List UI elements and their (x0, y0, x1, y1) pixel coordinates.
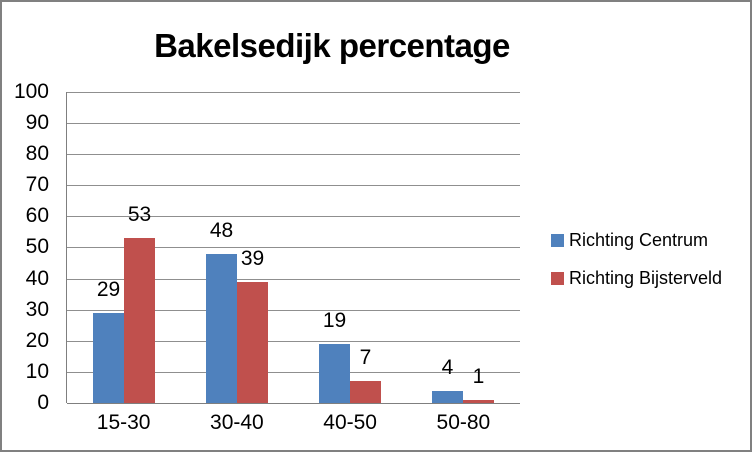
x-tick-label: 50-80 (436, 411, 491, 434)
bar-richting-centrum (319, 344, 350, 403)
bar-richting-bijsterveld (350, 381, 381, 403)
y-tick-label: 70 (25, 173, 49, 196)
y-axis-line (66, 92, 67, 403)
gridline (67, 123, 520, 124)
gridline (67, 279, 520, 280)
gridline (67, 185, 520, 186)
bar-value-label: 53 (127, 203, 152, 226)
y-tick-label: 40 (25, 267, 49, 290)
plot-area: 29 53 48 39 19 7 4 1 (66, 92, 520, 404)
legend: Richting Centrum Richting Bijsterveld (551, 228, 722, 304)
gridline (67, 341, 520, 342)
bar-value-label: 29 (96, 278, 121, 301)
gridline (67, 92, 520, 93)
x-tick-label: 40-50 (323, 411, 377, 434)
bar-richting-bijsterveld (463, 400, 494, 403)
x-tick-label: 30-40 (210, 411, 264, 434)
gridline (67, 310, 520, 311)
y-tick-label: 100 (13, 80, 49, 103)
y-tick-label: 60 (25, 204, 49, 227)
y-tick-label: 90 (25, 111, 49, 134)
legend-swatch-icon (551, 233, 564, 247)
legend-label: Richting Bijsterveld (569, 267, 723, 288)
gridline (67, 247, 520, 248)
bar-richting-bijsterveld (237, 282, 268, 403)
bar-value-label: 1 (472, 365, 485, 388)
bar-value-label: 39 (240, 247, 265, 270)
y-tick-label: 10 (25, 360, 49, 383)
y-tick-label: 20 (25, 329, 49, 352)
y-tick-label: 30 (25, 298, 49, 321)
y-tick-label: 80 (25, 142, 49, 165)
y-tick-label: 50 (25, 235, 49, 258)
bar-value-label: 4 (441, 356, 454, 379)
x-tick-label: 15-30 (96, 411, 151, 434)
legend-swatch-icon (551, 271, 564, 285)
bar-value-label: 7 (359, 346, 372, 369)
gridline (67, 372, 520, 373)
bar-richting-centrum (206, 254, 237, 403)
y-tick-label: 0 (37, 391, 49, 414)
x-axis-line (67, 403, 520, 404)
gridline (67, 154, 520, 155)
bar-richting-centrum (432, 391, 463, 403)
legend-item: Richting Centrum (551, 228, 722, 252)
gridline (67, 216, 520, 217)
legend-item: Richting Bijsterveld (551, 266, 722, 290)
bar-value-label: 48 (209, 219, 234, 242)
chart-title: Bakelsedijk percentage (154, 27, 510, 64)
bar-richting-bijsterveld (124, 238, 155, 403)
bar-value-label: 19 (322, 309, 347, 332)
legend-label: Richting Centrum (569, 229, 709, 250)
bar-richting-centrum (93, 313, 124, 403)
